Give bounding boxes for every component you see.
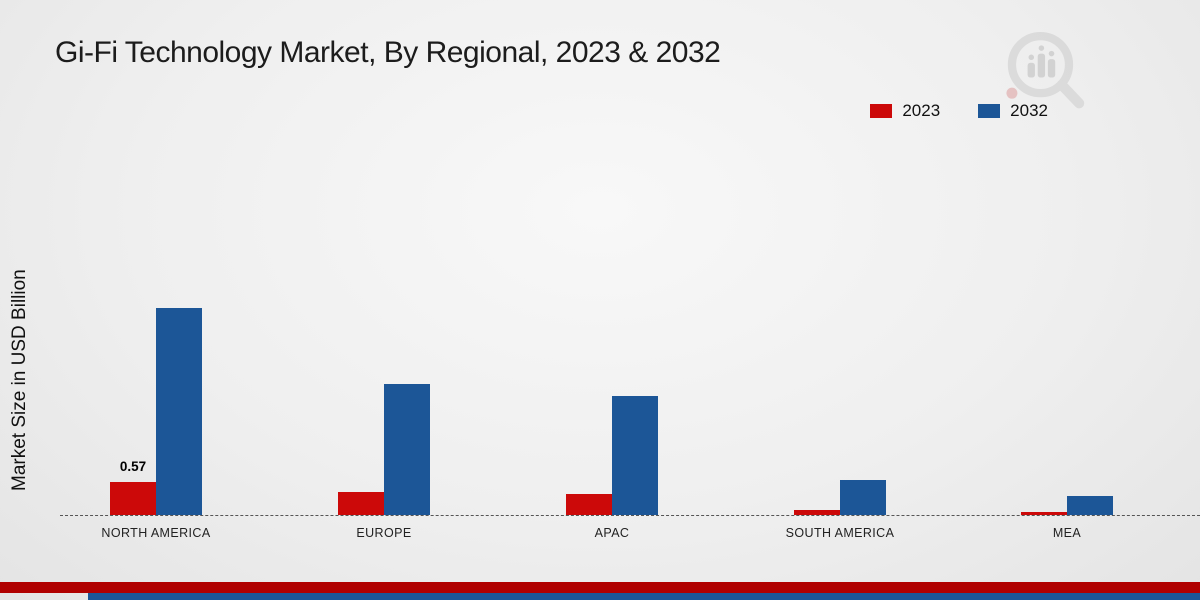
category-label-mea: MEA — [1052, 526, 1082, 540]
bar-2032-mea — [1067, 496, 1113, 515]
legend-swatch-2032 — [978, 104, 1001, 118]
legend-item-2023: 2023 — [870, 101, 940, 121]
chart-title: Gi-Fi Technology Market, By Regional, 20… — [55, 36, 721, 69]
legend-label-2032: 2032 — [1010, 101, 1048, 120]
bar-2032-apac — [612, 396, 658, 515]
legend-label-2023: 2023 — [902, 101, 941, 120]
bar-2023-apac — [566, 493, 612, 515]
footer-band-red — [0, 582, 1200, 593]
magnifier-bar-chart-icon — [1006, 31, 1085, 109]
bar-2032-south-america — [840, 480, 886, 515]
bar-2023-mea — [1021, 512, 1067, 515]
x-axis-baseline — [60, 515, 1200, 516]
legend-item-2032: 2032 — [978, 101, 1048, 121]
category-label-north-america: NORTH AMERICA — [101, 526, 211, 540]
bar-value-label: 0.57 — [119, 458, 147, 474]
chart-legend: 2023 2032 — [870, 101, 1048, 121]
bar-2023-north-america — [110, 481, 156, 515]
category-label-south-america: SOUTH AMERICA — [785, 526, 895, 540]
category-label-europe: EUROPE — [356, 526, 412, 540]
bar-2023-south-america — [794, 509, 840, 515]
bar-2023-europe — [338, 491, 384, 515]
footer-band-blue — [88, 593, 1200, 600]
bar-2032-north-america — [156, 307, 202, 515]
bar-2032-europe — [384, 383, 430, 515]
legend-swatch-2023 — [870, 104, 893, 118]
category-label-apac: APAC — [594, 526, 630, 540]
